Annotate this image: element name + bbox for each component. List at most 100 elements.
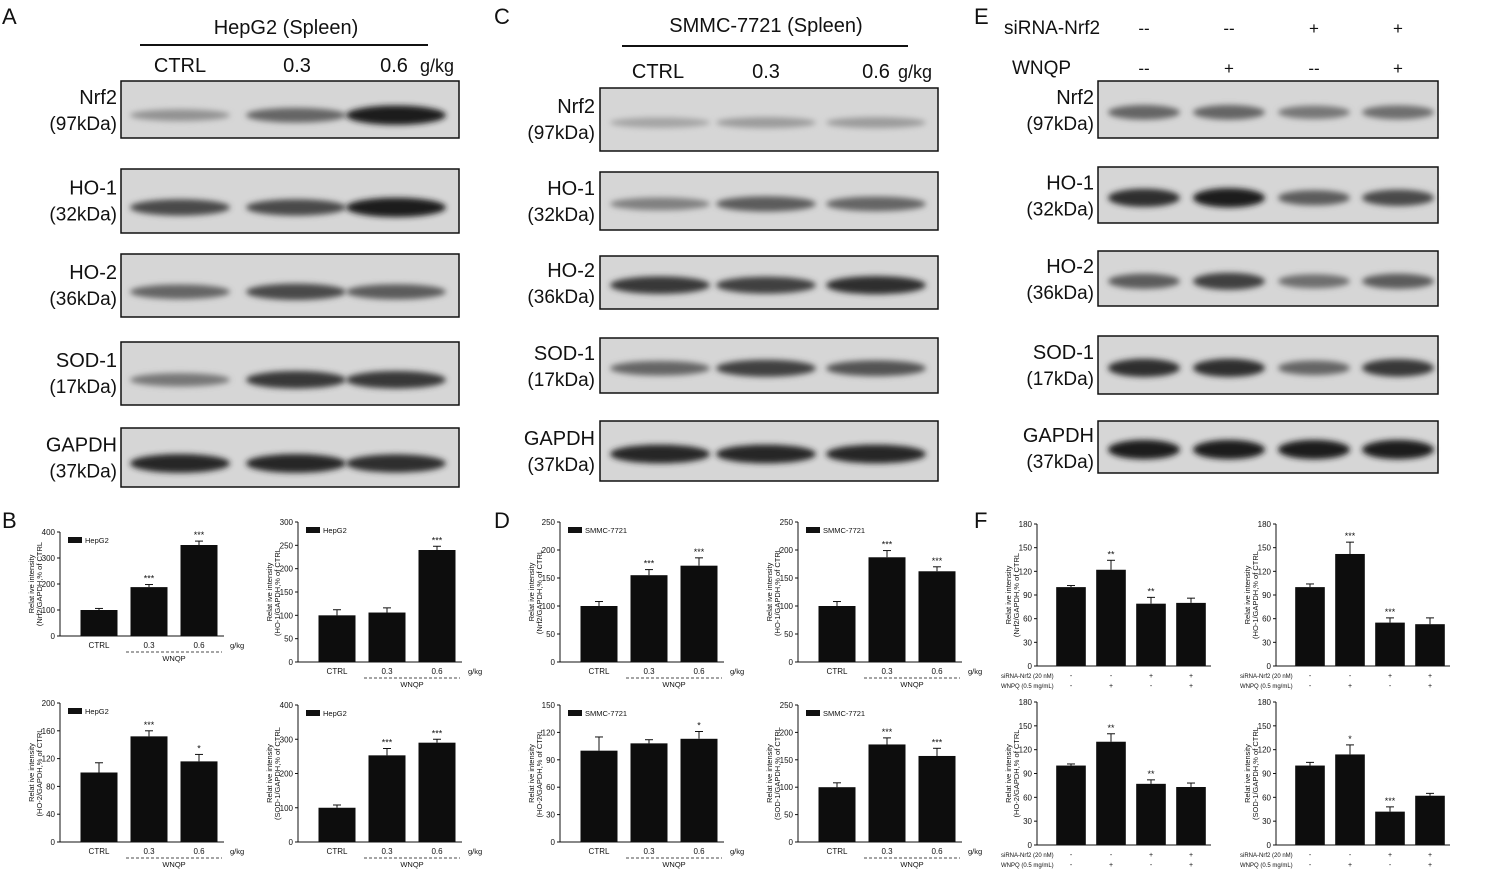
y-tick-label: 120	[1258, 746, 1272, 755]
x-tick-label: CTRL	[589, 667, 610, 676]
legend-swatch	[68, 708, 82, 714]
blot-title: HepG2 (Spleen)	[214, 17, 359, 39]
treatment-sign: +	[1388, 673, 1392, 680]
protein-label: GAPDH	[1023, 425, 1094, 447]
y-tick-label: 150	[1258, 544, 1272, 553]
protein-weight: (17kDa)	[49, 377, 117, 398]
y-tick-label: 100	[42, 606, 56, 615]
bar	[1096, 741, 1126, 845]
dose-unit: g/kg	[468, 667, 482, 676]
protein-weight: (32kDa)	[49, 205, 117, 226]
bar	[818, 606, 856, 662]
significance-marker: ***	[1345, 531, 1356, 541]
bar	[180, 545, 218, 636]
treatment-label: WNPQ (0.5 mg/mL)	[1001, 863, 1054, 869]
protein-band	[716, 444, 816, 464]
y-tick-label: 0	[551, 838, 556, 847]
bar-chart-f-4: 0 30 60 90 120 150 180 Relat ive intensity (SOD-…	[1240, 698, 1450, 869]
y-tick-label: 0	[1267, 662, 1272, 671]
panel-letter-b: B	[2, 508, 17, 533]
group-label: WNQP	[162, 654, 185, 663]
y-tick-label: 100	[780, 602, 794, 611]
treatment-sign: +	[1109, 683, 1113, 690]
blot-panel-c: SMMC-7721 (Spleen) CTRL 0.3 0.6 g/kg Nrf2 (97k…	[524, 15, 939, 482]
protein-band	[130, 373, 230, 387]
treatment-label: siRNA-Nrf2 (20 nM)	[1240, 853, 1293, 859]
protein-band	[130, 284, 230, 300]
protein-band	[1362, 439, 1434, 460]
significance-marker: ***	[644, 559, 655, 569]
y-tick-label: 30	[1262, 638, 1271, 647]
treatment-sign: +	[1388, 852, 1392, 859]
bar	[918, 571, 956, 662]
bar-chart-b-2: 0 50 100 150 200 250 300 Relat ive intensity (HO…	[265, 518, 482, 689]
y-tick-label: 0	[1267, 841, 1272, 850]
dose-unit: g/kg	[968, 847, 982, 856]
dose-unit: g/kg	[420, 56, 454, 76]
y-tick-label: 90	[1262, 770, 1271, 779]
treatment-label: siRNA-Nrf2 (20 nM)	[1001, 674, 1054, 680]
y-tick-label: 0	[51, 632, 56, 641]
y-tick-label: 200	[542, 546, 556, 555]
y-tick-label: 40	[46, 810, 55, 819]
bar	[318, 807, 356, 842]
y-axis-label: (HO-2/GAPDH,% of CTRL	[1012, 730, 1021, 818]
bar	[1415, 795, 1445, 845]
y-tick-label: 0	[289, 838, 294, 847]
y-tick-label: 200	[780, 546, 794, 555]
x-tick-label: 0.6	[931, 667, 943, 676]
bar	[1335, 754, 1365, 845]
bar-chart-b-1: 0 100 200 300 400 Relat ive intensity (Nrf2/GA…	[27, 528, 244, 663]
treatment-sign: +	[1428, 683, 1432, 690]
y-axis-label: Relat ive intensity	[1243, 744, 1252, 803]
treatment-sign: -	[1150, 683, 1153, 690]
significance-marker: *	[197, 743, 201, 753]
panel-letter-f: F	[974, 508, 987, 533]
protein-weight: (36kDa)	[1026, 283, 1094, 304]
bar	[1136, 603, 1166, 666]
y-tick-label: 250	[542, 518, 556, 527]
y-tick-label: 150	[1258, 722, 1272, 731]
protein-band	[826, 360, 926, 377]
y-tick-label: 80	[46, 782, 55, 791]
protein-label: HO-1	[1046, 172, 1094, 194]
significance-marker: ***	[432, 728, 443, 738]
y-axis-label: (SOD-1/GAPDH,% of CTRL	[1251, 727, 1260, 820]
treatment-sign: +	[1428, 673, 1432, 680]
significance-marker: ***	[1385, 607, 1396, 617]
y-axis-label: Relat ive intensity	[27, 554, 36, 613]
dose-unit: g/kg	[468, 847, 482, 856]
bar	[1096, 569, 1126, 666]
panel-letter-d: D	[494, 508, 510, 533]
protein-band	[1362, 273, 1434, 289]
treatment-sign: -	[1309, 852, 1312, 859]
legend-swatch	[68, 537, 82, 543]
bar-chart-d-1: 0 50 100 150 200 250 Relat ive intensity (Nrf2/…	[527, 518, 744, 689]
lane-label: CTRL	[632, 61, 684, 83]
y-tick-label: 400	[42, 528, 56, 537]
protein-band	[716, 117, 816, 129]
y-tick-label: 0	[51, 838, 56, 847]
protein-band	[346, 454, 446, 473]
treatment-label: WNPQ (0.5 mg/mL)	[1240, 863, 1293, 869]
y-tick-label: 120	[542, 728, 556, 737]
legend-label: SMMC-7721	[585, 526, 627, 535]
protein-band	[246, 107, 346, 123]
bar-chart-d-2: 0 50 100 150 200 250 Relat ive intensity (HO-1/…	[765, 518, 982, 689]
legend-label: HepG2	[85, 707, 109, 716]
y-tick-label: 90	[546, 756, 555, 765]
treatment-sign: +	[1149, 673, 1153, 680]
significance-marker: ***	[432, 535, 443, 545]
y-axis-label: Relat ive intensity	[1243, 565, 1252, 624]
significance-marker: ***	[932, 737, 943, 747]
y-tick-label: 150	[780, 756, 794, 765]
y-tick-label: 30	[546, 811, 555, 820]
y-tick-label: 60	[1262, 793, 1271, 802]
treatment-sign: --	[1308, 59, 1319, 78]
y-tick-label: 0	[551, 658, 556, 667]
y-tick-label: 0	[1028, 841, 1033, 850]
legend-swatch	[306, 710, 320, 716]
bar	[1136, 783, 1166, 845]
legend-swatch	[568, 527, 582, 533]
y-tick-label: 60	[1023, 793, 1032, 802]
